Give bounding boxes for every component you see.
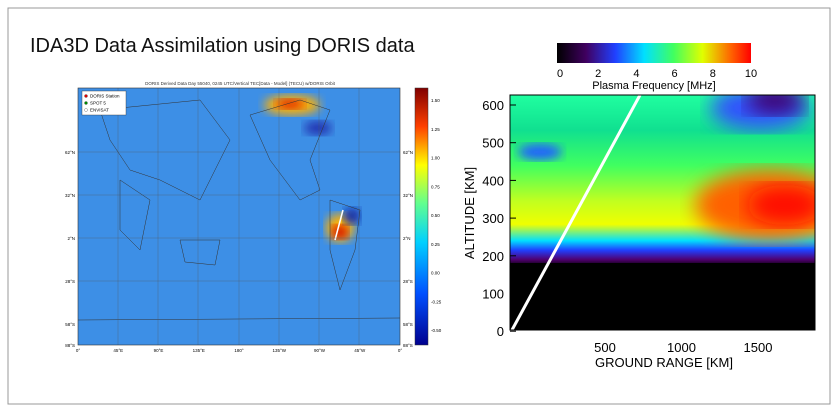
colorbar-tick-label: 8: [710, 68, 716, 80]
legend-label: DORIS Station: [90, 94, 120, 99]
colorbar-tick-label: 1.50: [431, 98, 440, 103]
y-tick-label: 0: [497, 324, 504, 339]
y-tick-label: 100: [482, 287, 504, 302]
colorbar-tick-label: -0.50: [431, 328, 442, 333]
colorbar-tick-label: 0.50: [431, 213, 440, 218]
lat-label-right: 88°S: [403, 343, 413, 348]
lon-label: 45°W: [354, 348, 366, 353]
lat-label-right: 32°N: [403, 193, 413, 198]
slide-border: [7, 7, 831, 405]
colorbar-tick-label: 2: [595, 68, 601, 80]
x-axis-label: GROUND RANGE [KM]: [595, 355, 733, 370]
slide-title: IDA3D Data Assimilation using DORIS data: [30, 35, 415, 57]
lat-label-right: 28°S: [403, 279, 413, 284]
colorbar-tick-label: -0.25: [431, 299, 442, 304]
legend-marker: [84, 101, 88, 105]
x-tick-label: 1000: [667, 340, 696, 355]
map-title: DORIS Derived Data Day 55040, 0245 UTC/V…: [145, 81, 335, 86]
heatmap: [510, 95, 815, 330]
lon-label: 135°W: [272, 348, 286, 353]
lon-label: 0°: [398, 348, 403, 353]
lat-label: 2°N: [67, 236, 75, 241]
colorbar-tick-label: 0.00: [431, 271, 440, 276]
lat-label: 88°S: [65, 343, 75, 348]
x-tick-label: 500: [594, 340, 616, 355]
lat-label-right: 62°N: [403, 150, 413, 155]
lon-label: 90°E: [154, 348, 164, 353]
lon-label: 0°: [76, 348, 81, 353]
legend-marker: [84, 94, 88, 98]
y-tick-label: 300: [482, 211, 504, 226]
colorbar-tick-label: 1.25: [431, 127, 440, 132]
y-tick-label: 500: [482, 136, 504, 151]
lat-label-right: 58°S: [403, 322, 413, 327]
y-tick-label: 400: [482, 173, 504, 188]
legend-label: SPOT 5: [90, 101, 106, 106]
map-colorbar: [414, 87, 429, 346]
lat-label: 58°S: [65, 322, 75, 327]
x-tick-label: 1500: [744, 340, 773, 355]
lon-label: 135°E: [193, 348, 205, 353]
lat-label: 32°N: [65, 193, 75, 198]
colorbar-tick-label: 1.00: [431, 156, 440, 161]
legend-marker: [84, 108, 88, 112]
colorbar-tick-label: 0.75: [431, 184, 440, 189]
lat-label: 28°S: [65, 279, 75, 284]
legend-label: ENVISAT: [90, 108, 109, 113]
lat-label-right: 2°N: [403, 236, 411, 241]
lon-label: 90°W: [314, 348, 326, 353]
lon-label: 180°: [234, 348, 244, 353]
colorbar-tick-label: 10: [745, 68, 757, 80]
lon-label: 45°E: [113, 348, 123, 353]
lat-label: 62°N: [65, 150, 75, 155]
map: [78, 88, 400, 345]
colorbar-tick-label: 6: [672, 68, 678, 80]
colorbar-label: Plasma Frequency [MHz]: [592, 80, 715, 92]
colorbar-tick-label: 0: [557, 68, 563, 80]
y-tick-label: 600: [482, 98, 504, 113]
y-tick-label: 200: [482, 249, 504, 264]
colorbar-tick-label: 0.25: [431, 242, 440, 247]
plasma-colorbar: [557, 43, 751, 63]
y-axis-label: ALTITUDE [KM]: [462, 167, 477, 259]
colorbar-tick-label: 4: [633, 68, 639, 80]
